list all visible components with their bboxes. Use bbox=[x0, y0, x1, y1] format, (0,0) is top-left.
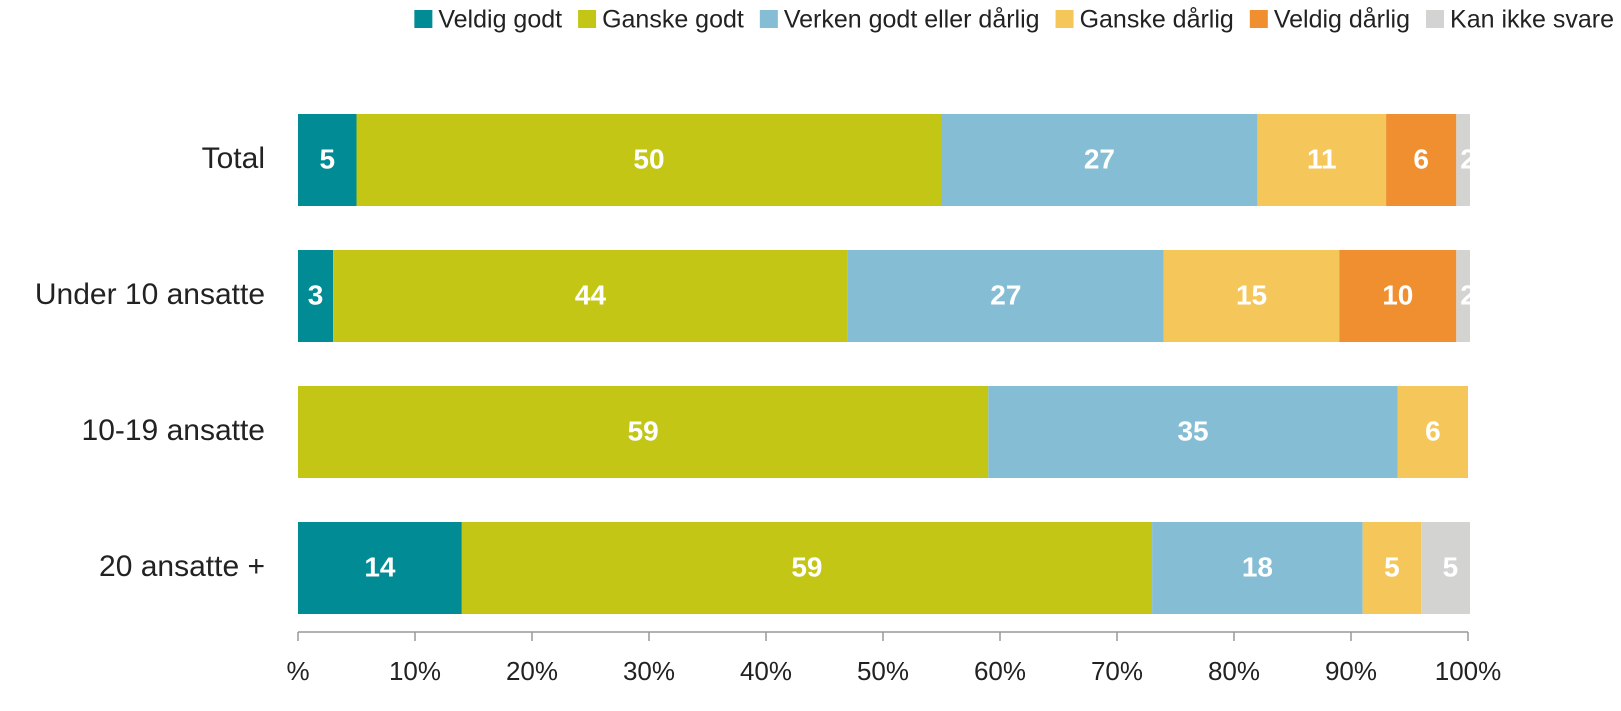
legend-label: Verken godt eller dårlig bbox=[784, 6, 1040, 34]
legend-label: Ganske dårlig bbox=[1080, 6, 1234, 34]
bar-segment bbox=[298, 386, 989, 478]
bar-segment bbox=[1397, 386, 1468, 478]
bar-segment bbox=[298, 114, 357, 206]
data-label: 14 bbox=[364, 551, 396, 582]
x-tick-label: 40% bbox=[740, 656, 792, 686]
legend-swatch bbox=[1249, 10, 1268, 28]
legend-swatch bbox=[759, 10, 778, 28]
bar-segment bbox=[1362, 522, 1422, 614]
bar-segment bbox=[1456, 250, 1470, 342]
category-label: Total bbox=[202, 142, 265, 175]
category-label: 20 ansatte + bbox=[99, 550, 265, 583]
x-tick-label: 70% bbox=[1091, 656, 1143, 686]
data-label: 2 bbox=[1460, 279, 1476, 310]
plot-area: 5 50 27 11 6 23 44 27 15 10 259 35 614 59 18 5 5 bbox=[298, 114, 1476, 614]
legend-swatch bbox=[1055, 10, 1074, 28]
legend-swatch bbox=[578, 10, 597, 28]
legend-swatch bbox=[1426, 10, 1445, 28]
data-label: 59 bbox=[628, 415, 659, 446]
data-label: 35 bbox=[1177, 415, 1208, 446]
bar-segment bbox=[333, 250, 848, 342]
bar-segment bbox=[461, 522, 1153, 614]
x-tick-label: % bbox=[286, 656, 309, 686]
legend-label: Ganske godt bbox=[602, 6, 744, 34]
data-label: 27 bbox=[1084, 143, 1115, 174]
x-tick-label: 60% bbox=[974, 656, 1026, 686]
bar-segment bbox=[1386, 114, 1457, 206]
bar-segment bbox=[1257, 114, 1387, 206]
x-tick-label: 80% bbox=[1208, 656, 1260, 686]
x-tick-label: 30% bbox=[623, 656, 675, 686]
legend-label: Veldig dårlig bbox=[1274, 6, 1410, 34]
x-tick-label: 20% bbox=[506, 656, 558, 686]
bar-segment bbox=[1421, 522, 1470, 614]
category-label: Under 10 ansatte bbox=[35, 278, 265, 311]
bar-segment bbox=[941, 114, 1258, 206]
data-label: 11 bbox=[1307, 143, 1337, 174]
data-label: 5 bbox=[319, 143, 335, 174]
data-label: 10 bbox=[1382, 279, 1413, 310]
legend-label: Kan ikke svare bbox=[1450, 6, 1614, 34]
data-label: 59 bbox=[791, 551, 822, 582]
bar-segment bbox=[988, 386, 1398, 478]
data-label: 6 bbox=[1413, 143, 1429, 174]
data-label: 44 bbox=[575, 279, 607, 310]
data-label: 5 bbox=[1384, 551, 1400, 582]
x-tick-label: 100% bbox=[1435, 656, 1502, 686]
x-tick-label: 10% bbox=[389, 656, 441, 686]
data-label: 2 bbox=[1460, 143, 1476, 174]
category-label: 10-19 ansatte bbox=[82, 414, 265, 447]
data-label: 5 bbox=[1443, 551, 1459, 582]
bar-segment bbox=[1152, 522, 1363, 614]
data-label: 15 bbox=[1236, 279, 1267, 310]
data-label: 3 bbox=[308, 279, 324, 310]
x-tick-label: 50% bbox=[857, 656, 909, 686]
bar-segment bbox=[298, 250, 334, 342]
bar-segment bbox=[356, 114, 942, 206]
bar-segment bbox=[298, 522, 462, 614]
data-label: 50 bbox=[633, 143, 664, 174]
data-label: 27 bbox=[990, 279, 1021, 310]
data-label: 6 bbox=[1425, 415, 1441, 446]
bar-segment bbox=[1339, 250, 1457, 342]
bar-segment bbox=[1163, 250, 1340, 342]
bar-segment bbox=[1456, 114, 1470, 206]
x-tick-label: 90% bbox=[1325, 656, 1377, 686]
legend-label: Veldig godt bbox=[438, 6, 562, 34]
bar-segment bbox=[847, 250, 1164, 342]
legend-swatch bbox=[414, 10, 433, 28]
data-label: 18 bbox=[1242, 551, 1273, 582]
